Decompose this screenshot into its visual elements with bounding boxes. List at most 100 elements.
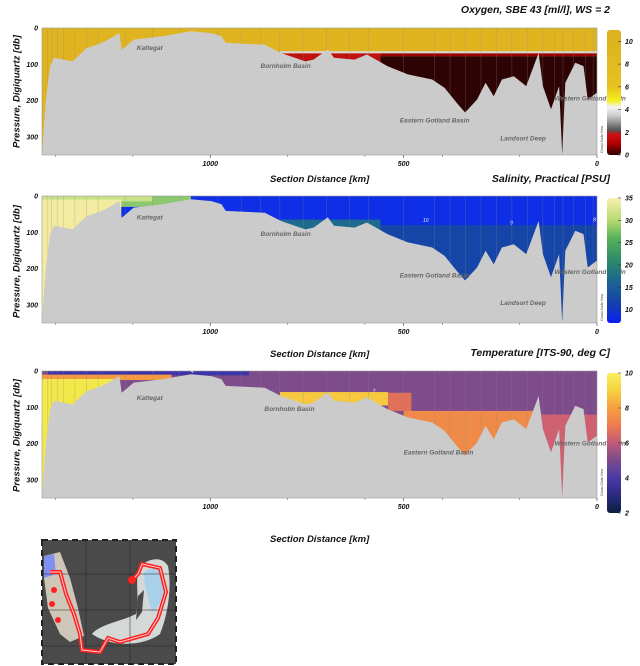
colorbar-tick-label: 4 — [624, 476, 629, 483]
colorbar-tick-label: 4 — [624, 107, 629, 114]
region-label: Eastern Gotland Basin — [400, 273, 470, 280]
y-tick-label: 0 — [34, 26, 38, 33]
colorbar-tick-label: 0 — [625, 153, 629, 160]
y-tick-label: 100 — [26, 405, 38, 412]
salinity-y-axis-label: Pressure, Digiquartz [db] — [11, 205, 23, 318]
colorbar-tick-label: 10 — [625, 39, 633, 46]
region-label: Landsort Deep — [500, 300, 546, 307]
y-tick-label: 300 — [26, 477, 38, 484]
seafloor-bathymetry — [42, 199, 597, 323]
y-tick-label: 100 — [26, 62, 38, 69]
map-sea-skagerrak — [44, 554, 56, 578]
region-label: Kattegat — [137, 395, 164, 402]
colorbar-tick-label: 6 — [625, 441, 629, 448]
y-tick-label: 100 — [26, 230, 38, 237]
plot-frame — [41, 195, 598, 324]
colorbar-tick-label: 8 — [625, 406, 629, 413]
contour-label: 4 — [191, 369, 194, 375]
seafloor-bathymetry — [42, 31, 597, 155]
colorbar-tick-label: 10 — [625, 371, 633, 378]
oxygen-y-axis-label: Pressure, Digiquartz [db] — [11, 35, 23, 148]
x-tick-label: 0 — [595, 504, 599, 511]
field-layer: 10 9 8 — [42, 196, 597, 323]
cruise-track-inner — [50, 563, 167, 653]
field-region — [42, 196, 153, 202]
temperature-y-axis-label: Pressure, Digiquartz [db] — [11, 379, 23, 492]
field-layer — [42, 28, 597, 155]
field-region — [42, 374, 172, 381]
colorbar-tick-label: 20 — [624, 262, 633, 269]
station-marker — [51, 587, 57, 593]
map-sea-deep — [144, 568, 164, 612]
region-label: Western Gotland Basin — [554, 269, 625, 276]
seafloor-bathymetry — [42, 374, 597, 498]
station-marker — [55, 617, 61, 623]
x-tick-label: 500 — [398, 329, 410, 336]
y-tick-label: 200 — [25, 441, 38, 448]
field-region — [380, 53, 597, 57]
region-label: Bornholm Basin — [261, 63, 311, 70]
temperature-title: Temperature [ITS-90, deg C] — [470, 347, 610, 359]
x-tick-label: 1000 — [202, 504, 218, 511]
oxygen-title: Oxygen, SBE 43 [ml/l], WS = 2 — [460, 4, 610, 16]
y-tick-label: 300 — [26, 302, 38, 309]
colorbar-tick-label: 2 — [624, 511, 629, 518]
odv-watermark: Ocean Data View — [600, 125, 604, 153]
field-layer: 47 — [42, 369, 597, 498]
x-tick-label: 0 — [595, 161, 599, 168]
y-tick-label: 300 — [26, 134, 38, 141]
colorbar-tick-label: 30 — [625, 218, 633, 225]
map-land-gotland — [136, 590, 144, 620]
region-label: Eastern Gotland Basin — [404, 449, 474, 456]
station-marker — [49, 601, 55, 607]
region-label: Kattegat — [137, 215, 164, 222]
colorbar — [607, 373, 621, 513]
map-graticule — [42, 540, 176, 664]
region-label: Landsort Deep — [500, 135, 546, 142]
plot-frame — [41, 370, 598, 499]
contour-label: 7 — [373, 389, 376, 395]
oxygen-section-plot: Kattegat Bornholm Basin Eastern Gotland Ba… — [25, 26, 633, 169]
oxygen-panel: Oxygen, SBE 43 [ml/l], WS = 2 Kattegat Bo… — [0, 0, 640, 190]
salinity-title: Salinity, Practical [PSU] — [491, 173, 610, 185]
field-region — [279, 51, 597, 54]
field-region — [47, 371, 249, 376]
contour-label: 10 — [423, 218, 429, 224]
region-label: Kattegat — [137, 45, 164, 52]
x-tick-label: 0 — [595, 329, 599, 336]
colorbar — [607, 198, 621, 323]
x-tick-label: 500 — [398, 504, 410, 511]
colorbar-tick-label: 2 — [624, 130, 629, 137]
field-region — [388, 392, 412, 411]
oxygen-x-axis-label: Section Distance [km] — [270, 174, 370, 185]
colorbar-tick-label: 25 — [624, 240, 633, 247]
region-label: Bornholm Basin — [261, 231, 311, 238]
colorbar-tick-label: 10 — [625, 307, 633, 314]
region-label: Western Gotland Basin — [554, 440, 625, 447]
colorbar-tick-label: 6 — [625, 84, 629, 91]
x-tick-label: 500 — [398, 161, 410, 168]
station-map — [40, 538, 178, 666]
colorbar — [607, 30, 621, 155]
contour-label: 8 — [593, 217, 596, 223]
region-label: Eastern Gotland Basin — [400, 117, 470, 124]
colorbar-tick-label: 8 — [625, 62, 629, 69]
region-label: Western Gotland Basin — [554, 96, 625, 103]
y-tick-label: 0 — [34, 369, 38, 376]
y-tick-label: 200 — [25, 98, 38, 105]
odv-watermark: Ocean Data View — [600, 293, 604, 321]
temperature-x-axis-label: Section Distance [km] — [270, 534, 370, 545]
odv-watermark: Ocean Data View — [600, 468, 604, 496]
y-tick-label: 0 — [34, 194, 38, 201]
colorbar-tick-label: 15 — [625, 285, 633, 292]
y-tick-label: 200 — [25, 266, 38, 273]
colorbar-tick-label: 35 — [625, 196, 633, 203]
station-marker — [128, 576, 136, 584]
salinity-x-axis-label: Section Distance [km] — [270, 349, 370, 360]
temperature-panel: Temperature [ITS-90, deg C] 4 7 Kattegat Bo… — [0, 344, 640, 545]
plot-frame — [41, 27, 598, 156]
region-label: Bornholm Basin — [264, 406, 314, 413]
salinity-panel: Salinity, Practical [PSU] 10 9 8 Kattegat Bo… — [0, 170, 640, 360]
x-tick-label: 1000 — [202, 329, 218, 336]
